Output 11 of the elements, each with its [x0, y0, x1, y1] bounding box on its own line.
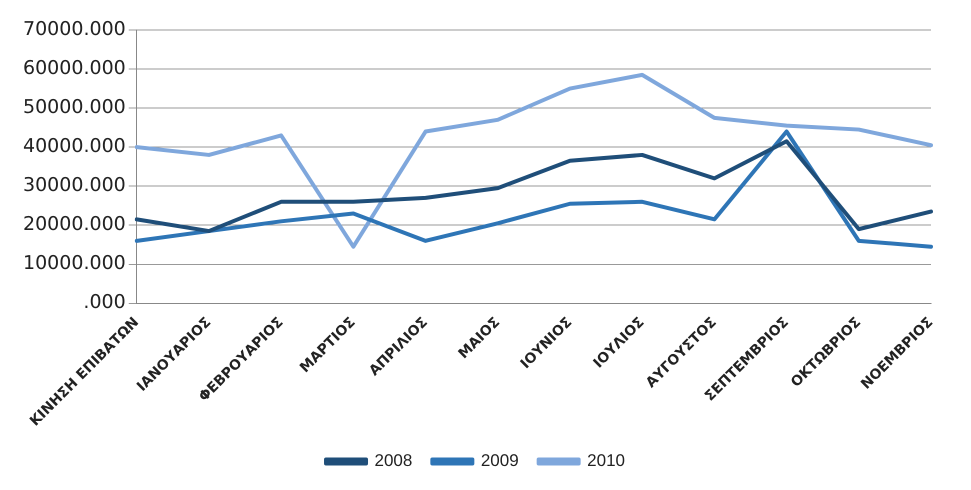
y-tick-label: 20000.000 — [22, 213, 126, 236]
y-tick-label: 70000.000 — [22, 18, 126, 40]
legend-label: 2010 — [587, 451, 625, 470]
y-tick-label: 10000.000 — [22, 252, 126, 274]
y-tick-label: .000 — [83, 291, 126, 314]
legend-label: 2008 — [374, 451, 412, 470]
y-tick-label: 50000.000 — [22, 96, 126, 118]
y-tick-label: 40000.000 — [22, 135, 126, 158]
y-tick-label: 30000.000 — [22, 174, 126, 196]
y-tick-label: 60000.000 — [22, 56, 126, 79]
legend-label: 2009 — [480, 451, 519, 470]
